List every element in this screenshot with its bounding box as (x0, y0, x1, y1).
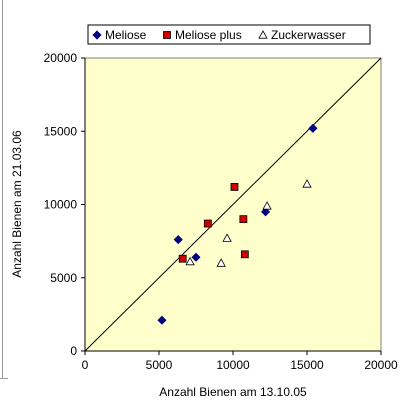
x-tick-label: 5000 (146, 358, 173, 372)
legend-marker-zuckerwasser (258, 30, 268, 39)
x-tick-label: 15000 (290, 358, 324, 372)
legend-marker-meliose-plus (163, 31, 171, 39)
data-point-meliose (191, 252, 201, 262)
data-point-meliose (157, 315, 167, 325)
data-point-meliose (260, 207, 271, 217)
data-point-zuckerwasser (262, 201, 272, 210)
legend-label-zuckerwasser: Zuckerwasser (271, 28, 346, 42)
x-tick-label: 10000 (216, 358, 250, 372)
x-axis-label: Anzahl Bienen am 13.10.05 (159, 385, 307, 399)
data-point-zuckerwasser (216, 258, 226, 267)
data-point-zuckerwasser (185, 256, 195, 266)
legend-box (87, 24, 371, 45)
data-point-meliose-plus (203, 219, 212, 228)
x-axis: 0 5000 10000 15000 20000 (82, 350, 398, 372)
data-point-meliose-plus (239, 215, 248, 224)
y-tick-label: 10000 (44, 198, 78, 212)
x-tick-label: 20000 (364, 358, 398, 372)
legend: Meliose Meliose plus Zuckerwasser (87, 24, 371, 45)
data-point-meliose (173, 235, 183, 245)
y-tick-label: 15000 (44, 124, 78, 138)
data-point-meliose (308, 123, 318, 133)
bottom-frame-tick (0, 378, 8, 379)
y-axis-label: Anzahl Bienen am 21.03.06 (10, 130, 24, 278)
identity-reference-line (84, 57, 382, 352)
y-axis: 0 5000 10000 15000 20000 (44, 51, 86, 358)
data-point-meliose-plus (240, 250, 249, 259)
left-frame-edge (2, 0, 3, 378)
data-points (157, 123, 318, 325)
legend-label-meliose-plus: Meliose plus (175, 28, 242, 42)
data-point-meliose-plus (178, 254, 187, 263)
legend-marker-meliose (92, 30, 102, 40)
y-tick-label: 0 (70, 344, 77, 358)
y-tick-label: 20000 (44, 51, 78, 65)
data-point-zuckerwasser (302, 179, 312, 188)
data-point-meliose-plus (230, 183, 239, 191)
data-point-zuckerwasser (222, 233, 232, 242)
y-tick-label: 5000 (50, 271, 77, 285)
x-tick-label: 0 (82, 358, 89, 372)
legend-label-meliose: Meliose (105, 28, 147, 42)
